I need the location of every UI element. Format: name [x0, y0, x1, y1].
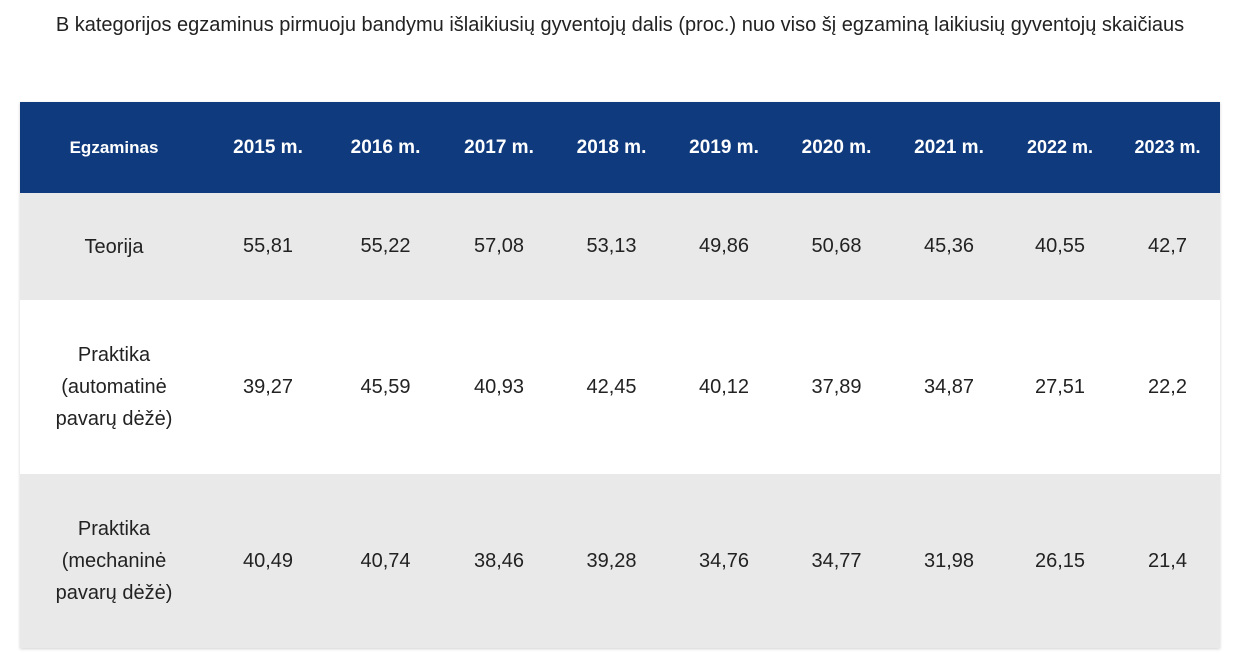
table-cell: 34,76 [698, 549, 750, 572]
column-header-2018: 2018 m. [576, 136, 647, 158]
table-row: Teorija 55,81 55,22 57,08 53,13 49,86 50… [20, 193, 1220, 300]
table-cell: 45,59 [360, 375, 411, 398]
table-cell: 45,36 [923, 235, 975, 257]
table-cell: 42,45 [586, 375, 637, 398]
table-cell: 40,93 [473, 375, 525, 398]
table-cell: 26,15 [1034, 549, 1086, 572]
table-cell: 53,13 [586, 235, 637, 257]
table-cell: 37,89 [811, 375, 862, 398]
row-label-cell: Praktika (automatinė pavarų dėžė) [20, 300, 208, 474]
data-table-container: Egzaminas 2015 m. 2016 m. 2017 m. 2018 m… [20, 102, 1220, 648]
table-cell: 49,86 [698, 235, 750, 257]
table-cell: 39,28 [586, 549, 637, 572]
table-cell: 40,74 [360, 549, 411, 572]
table-cell: 40,49 [242, 549, 294, 572]
row-label: Teorija [84, 235, 144, 258]
row-label-cell: Teorija [20, 193, 208, 300]
table-cell: 42,7 [1148, 235, 1187, 257]
table-cell: 31,98 [923, 549, 975, 572]
table-cell: 39,27 [242, 375, 294, 398]
table-row: Praktika (automatinė pavarų dėžė) 39,27 … [20, 300, 1220, 474]
row-label: Praktika (automatinė pavarų dėžė) [55, 344, 173, 430]
row-label: Praktika (mechaninė pavarų dėžė) [55, 518, 173, 604]
table-cell: 57,08 [473, 235, 525, 257]
table-cell: 50,68 [811, 235, 862, 257]
row-label-cell: Praktika (mechaninė pavarų dėžė) [20, 474, 208, 648]
table-cell: 22,2 [1148, 375, 1187, 398]
column-header-2022: 2022 m. [1026, 137, 1094, 157]
table-cell: 40,55 [1034, 235, 1086, 257]
table-row: Praktika (mechaninė pavarų dėžė) 40,49 4… [20, 474, 1220, 648]
table-cell: 55,22 [360, 235, 411, 257]
column-header-2019: 2019 m. [689, 136, 759, 158]
table-cell: 38,46 [473, 549, 525, 572]
table-cell: 55,81 [242, 235, 294, 257]
column-header-2017: 2017 m. [464, 136, 534, 158]
column-header-2015: 2015 m. [233, 136, 303, 158]
column-header-2016: 2016 m. [350, 136, 421, 158]
chart-title: B kategorijos egzaminus pirmuoju bandymu… [55, 14, 1185, 36]
table-cell: 34,77 [811, 549, 862, 572]
column-header-2020: 2020 m. [801, 136, 872, 158]
data-table: Egzaminas 2015 m. 2016 m. 2017 m. 2018 m… [20, 102, 1220, 648]
column-header-exam: Egzaminas [69, 137, 159, 157]
table-cell: 40,12 [698, 375, 750, 398]
table-cell: 21,4 [1148, 549, 1187, 572]
column-header-2023: 2023 m. [1134, 137, 1201, 157]
table-header-row: Egzaminas 2015 m. 2016 m. 2017 m. 2018 m… [20, 102, 1220, 193]
column-header-2021: 2021 m. [914, 136, 984, 158]
table-cell: 27,51 [1034, 375, 1086, 398]
table-cell: 34,87 [923, 375, 975, 398]
